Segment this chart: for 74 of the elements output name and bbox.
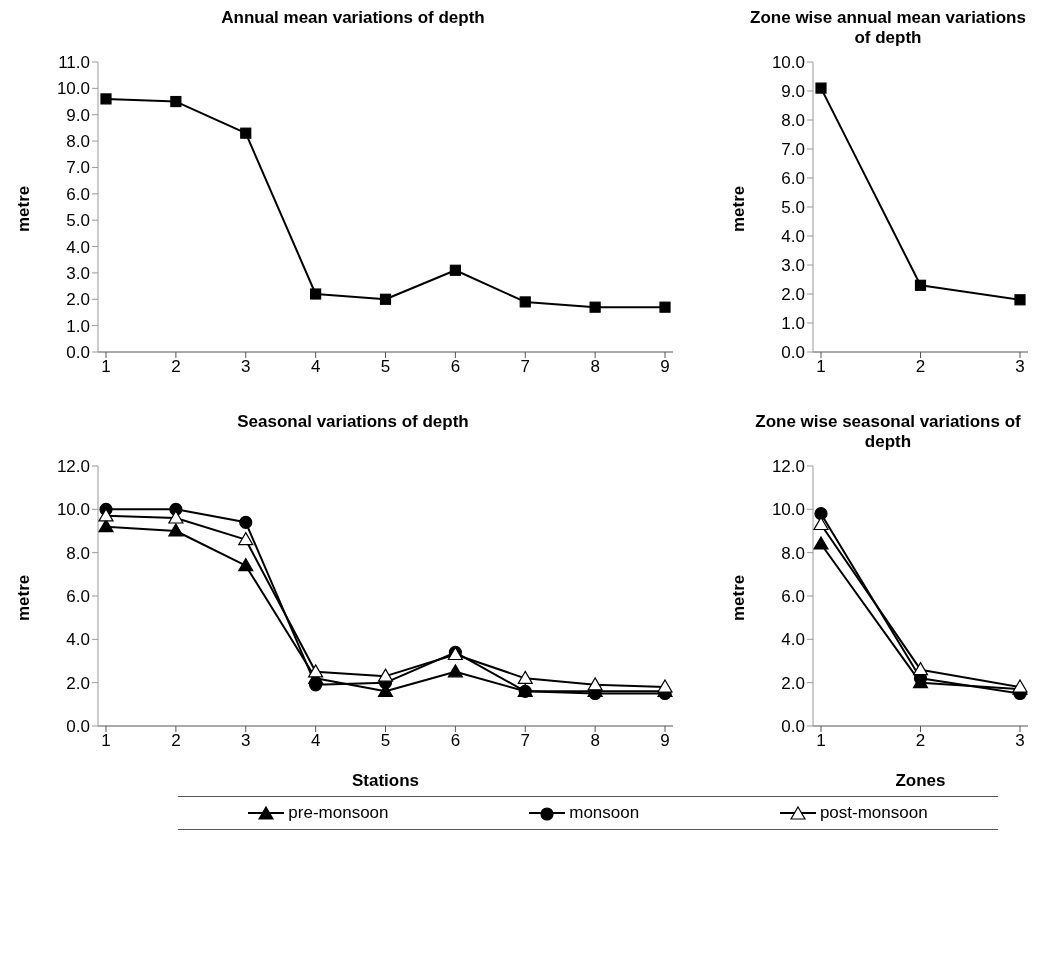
chart-title: Zone wise seasonal variations of depth bbox=[754, 412, 1022, 453]
y-tick-label: 8.0 bbox=[66, 543, 90, 563]
x-tick-label: 2 bbox=[915, 357, 926, 377]
y-tick-label: 0.0 bbox=[781, 343, 805, 363]
y-axis-title: metre bbox=[729, 574, 749, 621]
x-tick-label: 7 bbox=[520, 357, 530, 377]
x-tick-label: 5 bbox=[380, 357, 391, 377]
y-tick-label: 4.0 bbox=[66, 630, 90, 650]
y-tick-label: 0.0 bbox=[66, 717, 90, 737]
x-tick-label: 6 bbox=[450, 357, 461, 377]
x-tick-label: 2 bbox=[171, 731, 181, 751]
x-tick-label: 5 bbox=[380, 731, 391, 751]
x-tick-label: 6 bbox=[450, 731, 461, 751]
y-tick-label: 5.0 bbox=[781, 198, 805, 218]
y-tick-label: 6.0 bbox=[66, 587, 90, 607]
x-tick-label: 1 bbox=[101, 357, 111, 377]
y-tick-label: 2.0 bbox=[781, 285, 805, 305]
x-tick-label: 4 bbox=[310, 357, 321, 377]
y-tick-label: 10.0 bbox=[771, 500, 805, 520]
y-tick-label: 9.0 bbox=[66, 105, 90, 125]
x-tick-label: 9 bbox=[660, 731, 670, 751]
y-tick-label: 1.0 bbox=[66, 316, 90, 336]
y-tick-label: 10.0 bbox=[56, 79, 90, 99]
x-tick-label: 2 bbox=[915, 731, 926, 751]
y-tick-label: 6.0 bbox=[66, 184, 90, 204]
y-tick-label: 1.0 bbox=[781, 314, 805, 334]
x-tick-label: 9 bbox=[660, 357, 670, 377]
chart-title: Seasonal variations of depth bbox=[236, 412, 470, 433]
y-axis-title: metre bbox=[729, 185, 749, 232]
x-tick-label: 8 bbox=[590, 731, 600, 751]
x-tick-label: 3 bbox=[241, 731, 251, 751]
y-tick-label: 7.0 bbox=[781, 140, 805, 160]
y-tick-label: 4.0 bbox=[781, 227, 805, 247]
y-tick-label: 6.0 bbox=[781, 587, 805, 607]
chart-title: Zone wise annual mean variations of depth bbox=[749, 8, 1027, 49]
x-tick-label: 3 bbox=[241, 357, 251, 377]
y-tick-label: 8.0 bbox=[781, 543, 805, 563]
y-tick-label: 10.0 bbox=[771, 53, 805, 73]
chart-title: Annual mean variations of depth bbox=[220, 8, 486, 29]
x-tick-label: 3 bbox=[1015, 731, 1025, 751]
x-tick-label: 1 bbox=[816, 357, 826, 377]
y-tick-label: 6.0 bbox=[781, 169, 805, 189]
x-tick-label: 1 bbox=[816, 731, 826, 751]
legend-label: post-monsoon bbox=[818, 803, 928, 823]
y-tick-label: 11.0 bbox=[58, 53, 90, 73]
x-tick-label: 3 bbox=[1015, 357, 1025, 377]
y-tick-label: 2.0 bbox=[781, 673, 805, 693]
y-tick-label: 9.0 bbox=[781, 82, 805, 102]
y-tick-label: 8.0 bbox=[66, 132, 90, 152]
y-tick-label: 12.0 bbox=[771, 457, 805, 477]
x-tick-label: 2 bbox=[171, 357, 181, 377]
x-tick-label: 7 bbox=[520, 731, 530, 751]
x-tick-label: 4 bbox=[310, 731, 321, 751]
y-tick-label: 4.0 bbox=[66, 237, 90, 257]
y-axis-title: metre bbox=[14, 185, 34, 232]
y-tick-label: 0.0 bbox=[66, 343, 90, 363]
y-tick-label: 4.0 bbox=[781, 630, 805, 650]
y-tick-label: 10.0 bbox=[56, 500, 90, 520]
x-axis-title: Zones bbox=[895, 771, 946, 790]
y-tick-label: 12.0 bbox=[56, 457, 90, 477]
y-tick-label: 8.0 bbox=[781, 111, 805, 131]
legend-label: pre-monsoon bbox=[287, 803, 389, 823]
x-tick-label: 1 bbox=[101, 731, 111, 751]
y-tick-label: 5.0 bbox=[66, 211, 90, 231]
y-tick-label: 2.0 bbox=[66, 673, 90, 693]
y-tick-label: 0.0 bbox=[781, 717, 805, 737]
x-tick-label: 8 bbox=[590, 357, 600, 377]
y-tick-label: 2.0 bbox=[66, 290, 90, 310]
y-tick-label: 3.0 bbox=[66, 263, 90, 283]
legend-label: monsoon bbox=[568, 803, 640, 823]
y-tick-label: 3.0 bbox=[781, 256, 805, 276]
y-tick-label: 7.0 bbox=[66, 158, 90, 178]
x-axis-title: Stations bbox=[351, 771, 420, 790]
y-axis-title: metre bbox=[14, 574, 34, 621]
